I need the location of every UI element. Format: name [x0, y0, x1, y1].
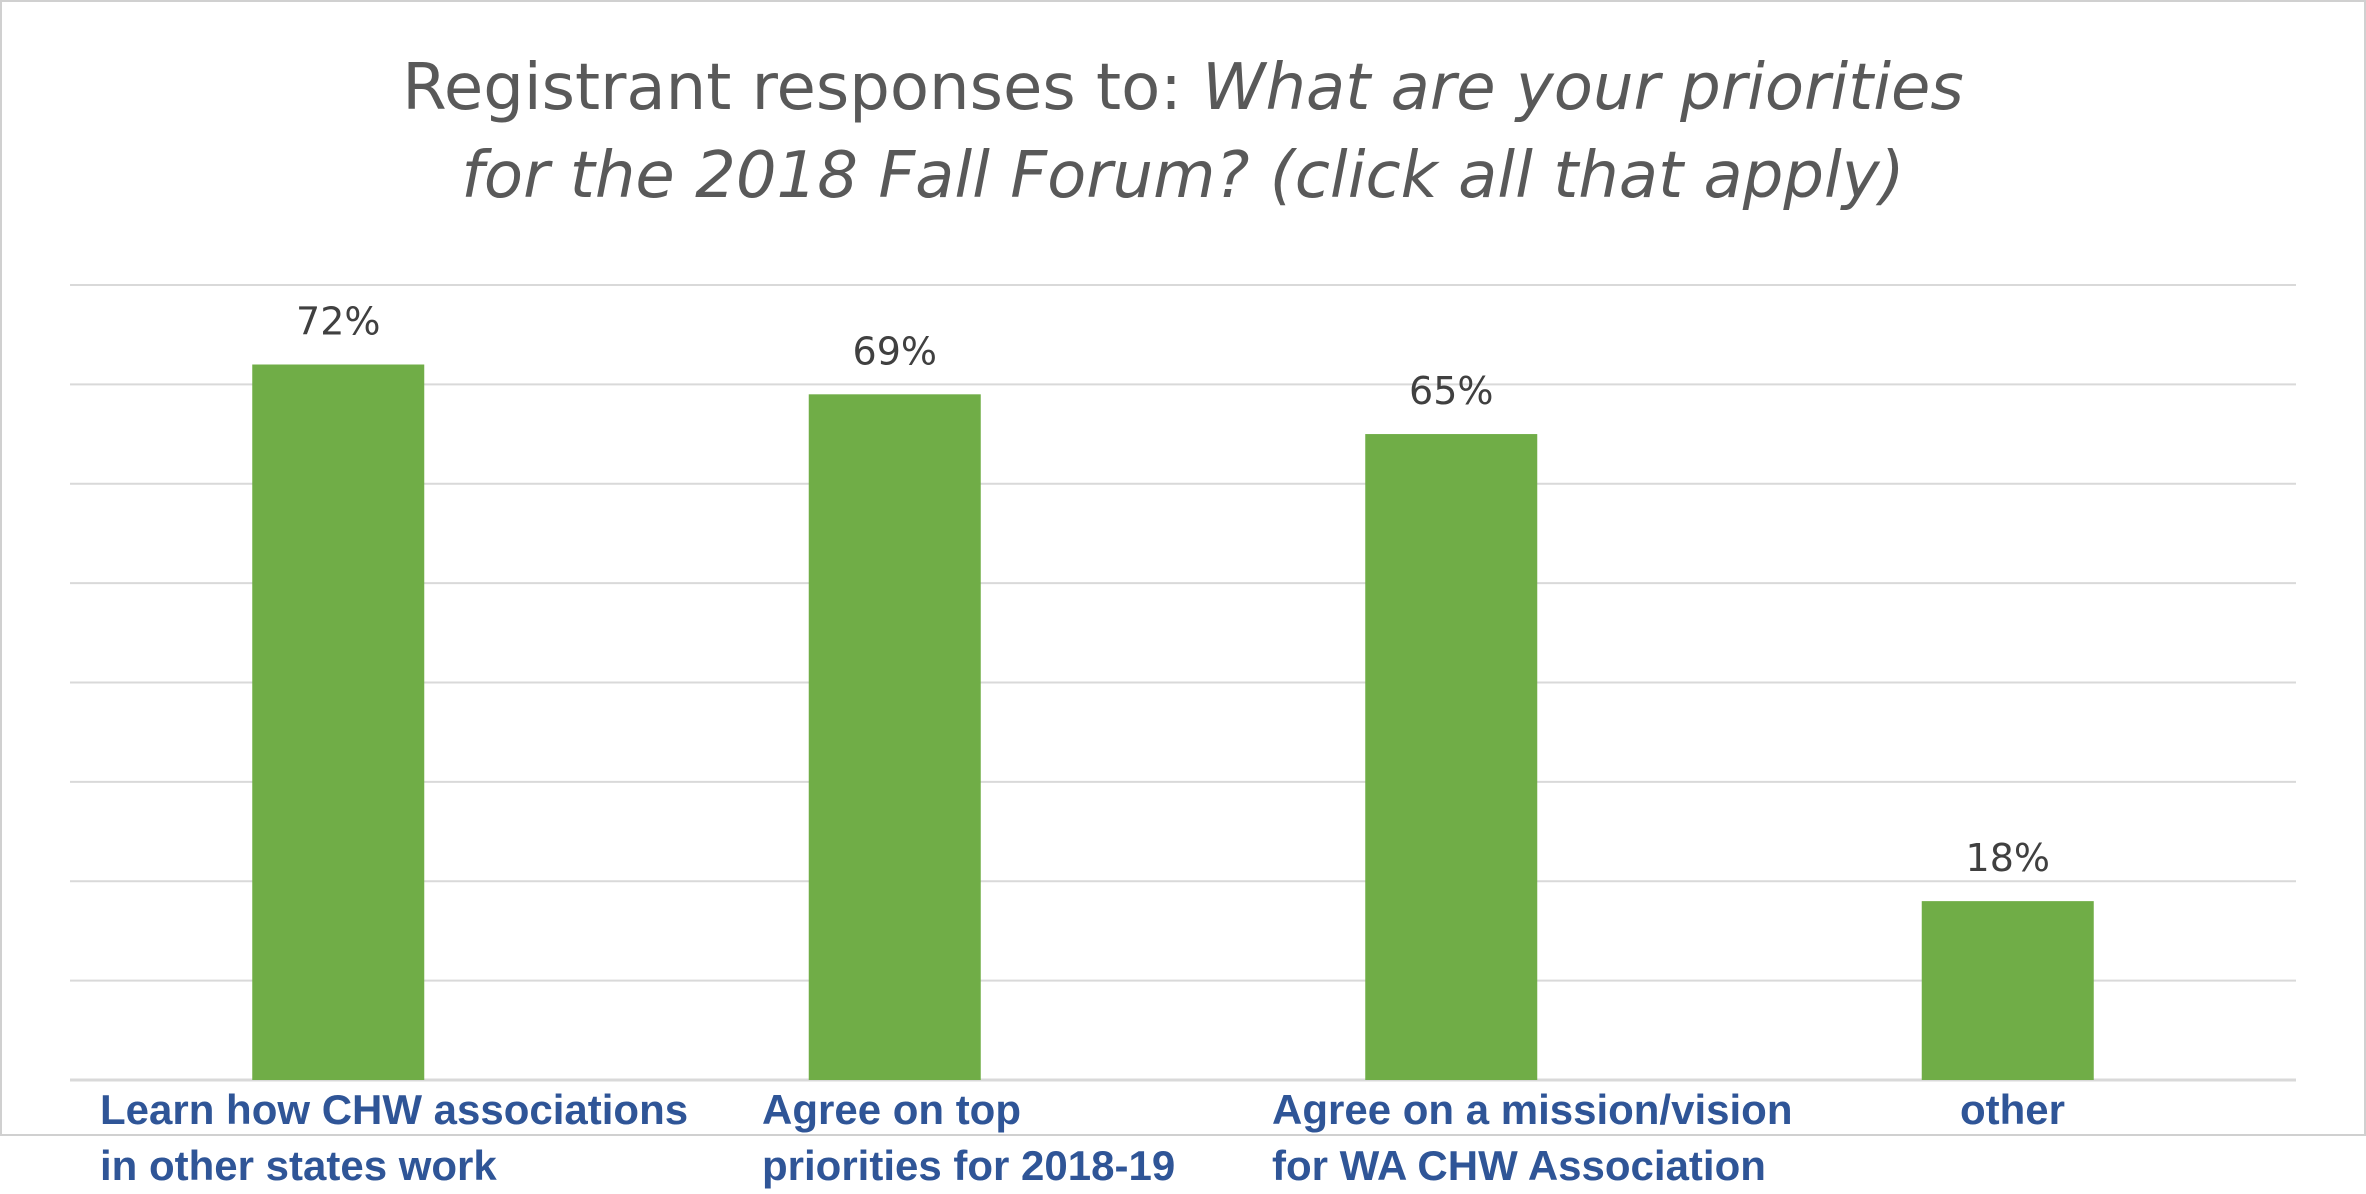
data-label-3: 65% [1409, 369, 1493, 413]
chart-title-line-1: Registrant responses to: What are your p… [0, 44, 2366, 132]
category-label-2-line-1: Agree on top [762, 1086, 1021, 1133]
data-label-2: 69% [853, 329, 937, 373]
category-label-3: Agree on a mission/vision for WA CHW Ass… [1272, 1082, 1792, 1194]
category-label-2: Agree on top priorities for 2018-19 [762, 1082, 1175, 1194]
category-label-4: other [1960, 1082, 2065, 1138]
data-label-1: 72% [296, 300, 380, 344]
category-label-1-line-2: in other states work [100, 1142, 497, 1189]
category-label-3-line-2: for WA CHW Association [1272, 1142, 1766, 1189]
category-label-2-line-2: priorities for 2018-19 [762, 1142, 1176, 1189]
bar-2 [808, 394, 981, 1080]
chart-title-question-1: What are your priorities [1202, 51, 1964, 125]
chart-title-line-2: for the 2018 Fall Forum? (click all that… [0, 132, 2366, 220]
bar-4 [1921, 901, 2094, 1080]
chart-title: Registrant responses to: What are your p… [0, 44, 2366, 220]
category-label-1-line-1: Learn how CHW associations [100, 1086, 689, 1133]
chart-title-question-2: for the 2018 Fall Forum? (click all that… [461, 139, 1905, 213]
category-label-1: Learn how CHW associations in other stat… [100, 1082, 688, 1194]
bar-1 [252, 364, 425, 1080]
bar-3 [1365, 434, 1538, 1080]
chart-title-prefix: Registrant responses to: [402, 51, 1203, 125]
category-label-3-line-1: Agree on a mission/vision [1272, 1086, 1793, 1133]
category-label-4-line-1: other [1960, 1086, 2065, 1133]
data-label-4: 18% [1966, 836, 2050, 880]
